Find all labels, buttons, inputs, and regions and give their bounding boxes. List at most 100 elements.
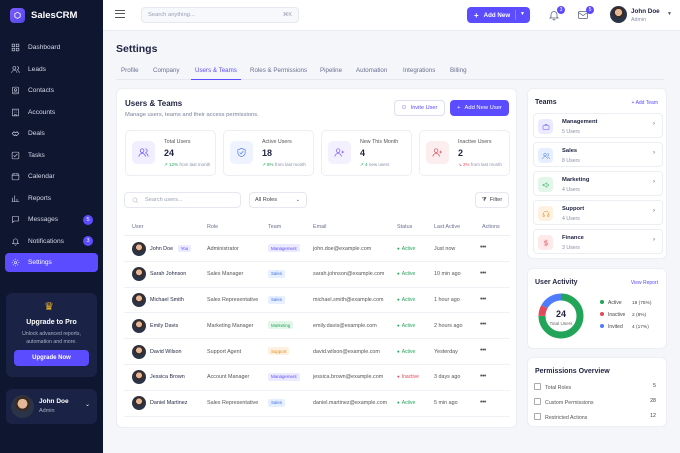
more-actions-icon[interactable]: •••: [480, 372, 486, 380]
table-row[interactable]: Michael Smith Sales Representative Sales mi…: [124, 288, 510, 314]
sidebar-item-notifications[interactable]: Notifications 3: [5, 232, 98, 251]
user-role: Account Manager: [207, 374, 250, 381]
brand[interactable]: ⬡ SalesCRM: [10, 8, 77, 23]
more-actions-icon[interactable]: •••: [480, 398, 486, 406]
user-name: Jessica Brown: [150, 374, 185, 381]
table-row[interactable]: Daniel Martinez Sales Representative Sales…: [124, 391, 510, 417]
avatar: [132, 241, 146, 256]
table-row[interactable]: Sarah Johnson Sales Manager Sales sarah.joh…: [124, 262, 510, 288]
activity-title: User Activity: [535, 279, 578, 286]
add-team-link[interactable]: + Add Team: [631, 100, 658, 106]
settings-tabs: Profile Company Users & Teams Roles & Permi…: [116, 62, 664, 80]
team-name: Support: [562, 206, 585, 212]
user-search-input[interactable]: Search users...: [124, 192, 241, 208]
more-actions-icon[interactable]: •••: [480, 347, 486, 355]
user-role: Sales Representative: [207, 400, 259, 407]
column-header-team: Team: [268, 224, 282, 230]
sidebar-item-leads[interactable]: Leads: [5, 60, 98, 79]
user-name: Daniel Martinez: [150, 400, 188, 407]
column-header-last-active: Last Active: [434, 224, 461, 230]
permission-value: 28: [650, 398, 656, 404]
tab-billing[interactable]: Billing: [450, 67, 467, 74]
section-subtitle: Manage users, teams and their access per…: [125, 112, 259, 118]
stat-delta-value: 12%: [169, 162, 179, 167]
team-member-count: 3 Users: [562, 245, 580, 251]
sidebar-user-role: Admin: [39, 408, 55, 414]
team-item-management[interactable]: Management 5 Users ›: [533, 113, 663, 138]
table-row[interactable]: Emily Davis Marketing Manager Marketing emi…: [124, 313, 510, 340]
team-item-marketing[interactable]: Marketing 4 Users ›: [533, 171, 663, 196]
team-badge: Marketing: [268, 321, 294, 330]
menu-icon[interactable]: [115, 10, 125, 18]
status-badge: Active: [397, 271, 416, 277]
tab-automation[interactable]: Automation: [356, 67, 388, 74]
sidebar-item-contacts[interactable]: Contacts: [5, 81, 98, 100]
sidebar-item-tasks[interactable]: Tasks: [5, 146, 98, 165]
avatar: [132, 396, 146, 411]
legend-value-invited: 4 (17%): [632, 324, 649, 330]
permission-item[interactable]: Custom Permissions 28: [534, 398, 662, 406]
chevron-down-icon[interactable]: ▼: [667, 11, 672, 17]
chevron-down-icon[interactable]: ⌄: [84, 402, 90, 408]
upgrade-card: ♛ Upgrade to Pro Unlock advanced reports…: [6, 293, 97, 377]
chevron-down-icon: ⌄: [295, 197, 300, 203]
stat-icon-badge: [230, 141, 253, 164]
stat-delta: ↗ 8% from last month: [262, 162, 306, 168]
table-row[interactable]: David Wilson Support Agent Support david.wi…: [124, 339, 510, 365]
sidebar-user-card[interactable]: John Doe Admin ⌄: [6, 389, 97, 424]
invite-user-button[interactable]: ⚇ Invite User: [394, 100, 445, 116]
user-email: david.wilson@example.com: [313, 348, 380, 355]
stat-card-active-users: Active Users 18 ↗ 8% from last month: [223, 130, 314, 176]
upgrade-description: Unlock advanced reports, automation and …: [22, 331, 81, 345]
upgrade-button[interactable]: Upgrade Now: [14, 350, 89, 366]
sidebar-item-dashboard[interactable]: Dashboard: [5, 38, 98, 57]
team-item-finance[interactable]: Finance 3 Users ›: [533, 229, 663, 254]
handshake-icon: [11, 131, 20, 137]
sidebar-item-reports[interactable]: Reports: [5, 189, 98, 208]
chevron-right-icon: ›: [653, 150, 655, 156]
table-row[interactable]: Jessica Brown Account Manager Management je…: [124, 365, 510, 391]
more-actions-icon[interactable]: •••: [480, 295, 486, 303]
sidebar-item-calendar[interactable]: Calendar: [5, 167, 98, 186]
tab-company[interactable]: Company: [153, 67, 180, 74]
permission-value: 12: [650, 413, 656, 419]
tab-pipeline[interactable]: Pipeline: [320, 67, 343, 74]
filter-button[interactable]: ⧩ Filter: [475, 192, 509, 208]
messages-button[interactable]: 5: [577, 6, 594, 22]
avatar[interactable]: [610, 6, 627, 23]
tab-users-teams[interactable]: Users & Teams: [191, 67, 241, 80]
global-search-input[interactable]: Search anything... ⌘K: [141, 7, 299, 23]
table-row[interactable]: John Doe You Administrator Management john.d…: [124, 236, 510, 262]
roles-select[interactable]: All Roles ⌄: [249, 192, 307, 208]
sidebar-item-messages[interactable]: Messages 5: [5, 210, 98, 229]
chevron-right-icon: ›: [653, 237, 655, 243]
search-icon: [132, 197, 139, 204]
notifications-button[interactable]: 3: [548, 6, 565, 22]
more-actions-icon[interactable]: •••: [480, 269, 486, 277]
avatar: [132, 293, 146, 308]
sidebar-item-settings[interactable]: Settings: [5, 253, 98, 272]
last-active: 5 min ago: [434, 400, 458, 407]
filter-icon: ⧩: [481, 196, 487, 203]
team-item-support[interactable]: Support 4 Users ›: [533, 200, 663, 225]
permission-item[interactable]: Restricted Actions 12: [534, 413, 662, 421]
tab-integrations[interactable]: Integrations: [403, 67, 436, 74]
topbar-user-name: John Doe: [631, 8, 660, 15]
add-new-button[interactable]: + Add New ▼: [467, 7, 530, 23]
view-report-link[interactable]: View Report: [630, 280, 658, 286]
more-actions-icon[interactable]: •••: [480, 321, 486, 329]
stat-delta-text: new users: [368, 162, 390, 167]
sidebar-item-label: Reports: [28, 194, 52, 202]
team-item-sales[interactable]: Sales 8 Users ›: [533, 142, 663, 167]
more-actions-icon[interactable]: •••: [480, 244, 486, 251]
sidebar-item-accounts[interactable]: Accounts: [5, 103, 98, 122]
sidebar-item-deals[interactable]: Deals: [5, 124, 98, 143]
permission-item[interactable]: Total Roles 5: [534, 383, 662, 391]
sidebar-nav: Dashboard Leads Contacts Accounts Deals Tasks…: [5, 38, 98, 275]
tab-roles-permissions[interactable]: Roles & Permissions: [250, 67, 308, 74]
status-badge: Active: [397, 349, 416, 355]
add-new-user-button[interactable]: + Add New User: [450, 100, 509, 116]
tab-profile[interactable]: Profile: [121, 67, 139, 74]
chevron-down-icon[interactable]: ▼: [520, 11, 525, 17]
permission-value: 5: [653, 383, 656, 389]
